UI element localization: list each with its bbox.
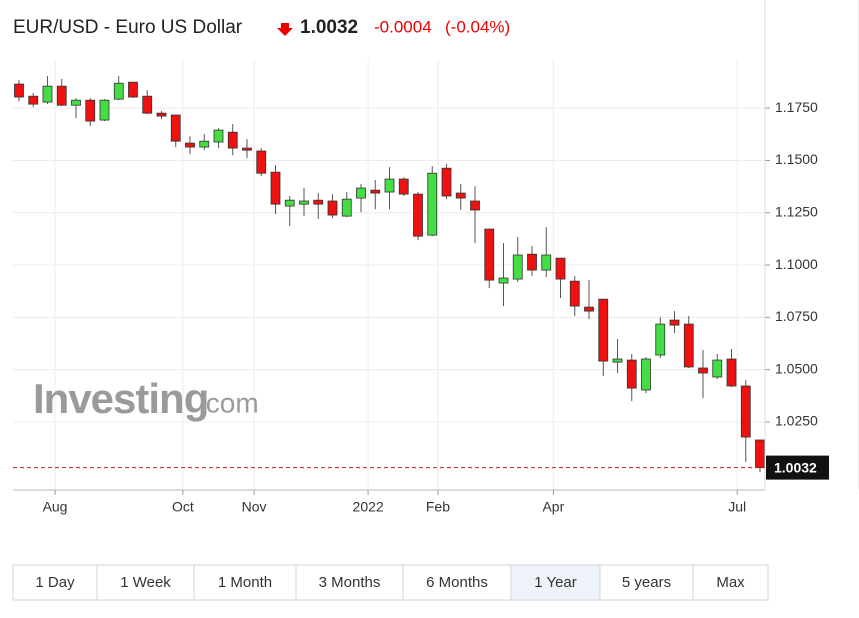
x-tick-label: Aug (43, 499, 68, 515)
candle-body (227, 131, 238, 149)
y-tick-label: 1.0500 (775, 360, 818, 376)
range-button-label[interactable]: 5 years (622, 574, 671, 591)
change-percent: (-0.04%) (445, 17, 510, 36)
candle-body (398, 178, 409, 195)
candle-body (441, 167, 452, 197)
candle-body (698, 367, 708, 374)
candle-body (512, 254, 523, 280)
range-button[interactable] (402, 564, 512, 601)
range-button[interactable] (193, 564, 297, 601)
range-button[interactable] (12, 564, 98, 601)
candle-body (527, 253, 537, 271)
candle-body (71, 99, 81, 106)
price-label-bg (766, 455, 829, 480)
candle-body (726, 358, 737, 387)
candle-body (284, 199, 295, 207)
range-button-label[interactable]: 1 Week (120, 574, 171, 591)
candle-body (655, 323, 666, 356)
watermark: .com (198, 387, 259, 418)
candle-body (626, 359, 637, 389)
y-tick-label: 1.0250 (775, 413, 818, 429)
candle-body (569, 280, 580, 307)
y-tick-label: 1.1250 (775, 203, 818, 219)
price-label: 1.0032 (774, 459, 817, 475)
watermark: Investing (33, 375, 208, 422)
change: -0.0004 (374, 17, 432, 36)
candle-body (413, 193, 423, 237)
candle-body (683, 323, 694, 368)
x-tick-label: Nov (242, 499, 267, 515)
candle-body (270, 171, 281, 205)
candle-body (113, 82, 124, 100)
range-button-label[interactable]: 3 Months (319, 574, 381, 591)
candle-body (484, 228, 495, 281)
candle-body (555, 257, 566, 280)
candle-body (712, 359, 723, 378)
down-arrow (277, 23, 293, 36)
candle-body (612, 358, 623, 363)
candle-body (541, 254, 552, 271)
candle-body (370, 189, 381, 194)
candle-body (42, 85, 53, 103)
candle-body (256, 150, 267, 174)
candle-body (641, 358, 651, 391)
candle-body (14, 83, 24, 98)
y-tick-label: 1.1000 (775, 256, 818, 272)
candle-body (242, 147, 252, 151)
candle-body (299, 200, 309, 205)
candle-body (384, 178, 395, 193)
range-button[interactable] (692, 564, 769, 601)
candle-body (99, 99, 110, 121)
plot (13, 60, 765, 490)
y-tick-label: 1.1500 (775, 151, 818, 167)
price: 1.0032 (300, 17, 358, 38)
range-button[interactable] (96, 564, 195, 601)
candle-body (327, 200, 338, 216)
candle-body (142, 95, 153, 114)
candle-body (213, 129, 224, 143)
candle-body (28, 95, 39, 105)
candle-body (669, 319, 680, 326)
candle-body (199, 140, 210, 148)
candle-body (584, 306, 594, 312)
x-tick-label: Feb (426, 499, 450, 515)
x-tick-label: 2022 (353, 499, 384, 515)
candle-body (85, 99, 96, 122)
range-button[interactable] (510, 564, 601, 601)
range-button-label[interactable]: Max (716, 574, 745, 591)
candle-body (313, 199, 324, 205)
candle-body (356, 187, 366, 199)
x-tick-label: Jul (728, 499, 746, 515)
x-tick-label: Oct (172, 499, 194, 515)
range-button[interactable] (599, 564, 694, 601)
candle-body (170, 114, 181, 142)
candle-body (185, 142, 195, 148)
x-tick-label: Apr (542, 499, 564, 515)
chart-title: EUR/USD - Euro US Dollar (13, 17, 243, 38)
candle-body (755, 439, 765, 469)
range-button-label[interactable]: 1 Day (35, 574, 75, 591)
candle-body (128, 81, 138, 98)
candle-body (56, 85, 67, 106)
candle-body (427, 172, 438, 236)
y-tick-label: 1.0750 (775, 308, 818, 324)
candle-body (156, 112, 167, 117)
candle-body (455, 192, 466, 199)
candle-body (498, 277, 509, 284)
candle-body (598, 298, 609, 362)
candle-body (341, 198, 352, 217)
range-button-label[interactable]: 6 Months (426, 574, 488, 591)
range-button-label[interactable]: 1 Month (218, 574, 272, 591)
candle-body (470, 200, 480, 211)
range-button-label[interactable]: 1 Year (534, 574, 577, 591)
y-tick-label: 1.1750 (775, 99, 818, 115)
candle-body (740, 385, 751, 438)
